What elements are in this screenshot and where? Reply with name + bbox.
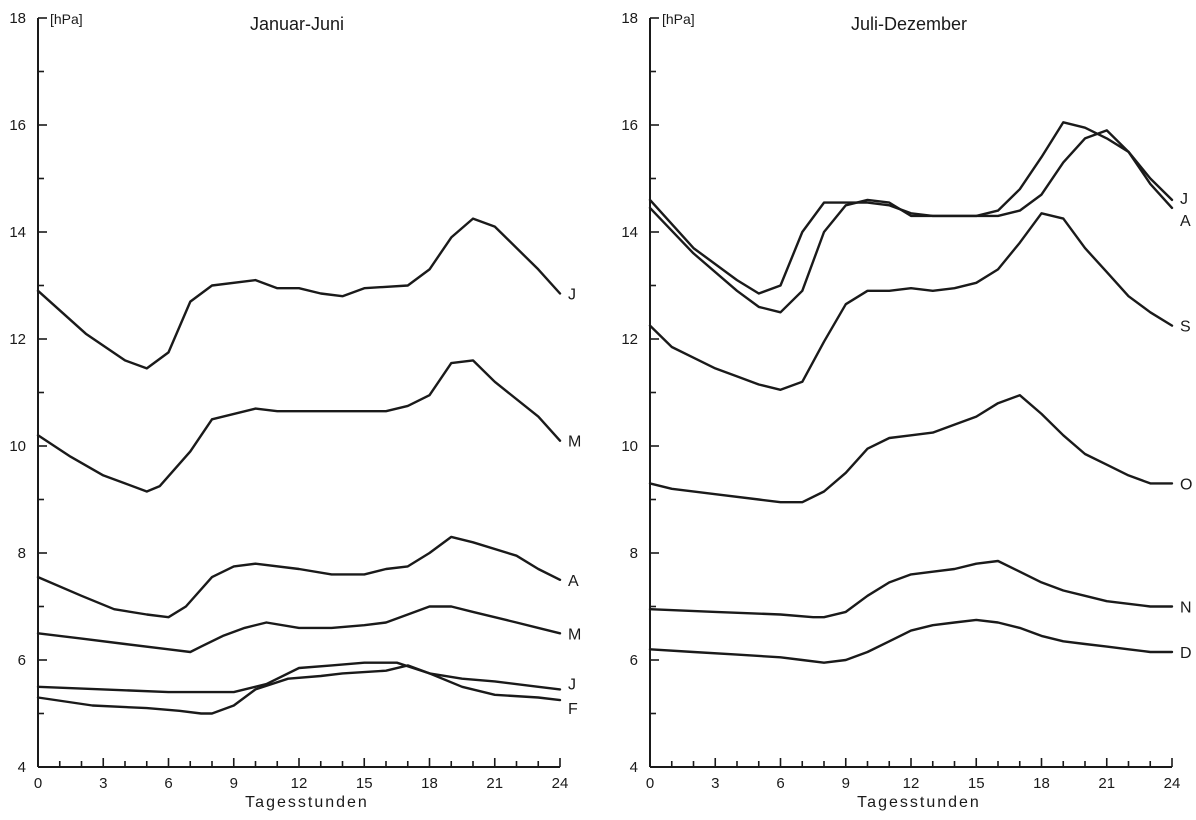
series-line-a bbox=[648, 129, 1174, 314]
x-tick-label: 15 bbox=[356, 775, 373, 792]
y-unit-label: [hPa] bbox=[662, 11, 695, 27]
y-tick-label: 14 bbox=[9, 224, 26, 241]
series-label-n: N bbox=[1180, 600, 1192, 617]
y-tick-label: 8 bbox=[18, 545, 26, 562]
y-tick-label: 8 bbox=[630, 545, 638, 562]
y-tick-label: 10 bbox=[9, 438, 26, 455]
x-tick-label: 9 bbox=[230, 775, 238, 792]
series-line-j bbox=[648, 121, 1174, 295]
x-axis-label: Tagesstunden bbox=[857, 794, 981, 811]
x-tick-label: 0 bbox=[34, 775, 42, 792]
x-tick-label: 0 bbox=[646, 775, 654, 792]
y-tick-label: 6 bbox=[18, 652, 26, 669]
x-tick-label: 12 bbox=[903, 775, 920, 792]
y-tick-label: 12 bbox=[621, 331, 638, 348]
series-label-j: J bbox=[568, 287, 576, 304]
series-label-o: O bbox=[1180, 476, 1192, 493]
x-tick-label: 21 bbox=[486, 775, 503, 792]
series-line-s bbox=[648, 212, 1174, 391]
x-tick-label: 12 bbox=[291, 775, 308, 792]
x-tick-label: 3 bbox=[711, 775, 719, 792]
x-axis-label: Tagesstunden bbox=[245, 794, 369, 811]
x-tick-label: 24 bbox=[1164, 775, 1181, 792]
series-line-o bbox=[648, 394, 1174, 504]
y-unit-label: [hPa] bbox=[50, 11, 83, 27]
series-line-a bbox=[36, 535, 562, 619]
panel-title: Januar-Juni bbox=[250, 14, 344, 34]
y-tick-label: 4 bbox=[18, 759, 26, 776]
series-label-d: D bbox=[1180, 645, 1192, 662]
x-tick-label: 9 bbox=[842, 775, 850, 792]
series-line-m bbox=[36, 359, 562, 493]
series-label-a: A bbox=[1180, 213, 1191, 230]
x-tick-label: 3 bbox=[99, 775, 107, 792]
x-tick-label: 6 bbox=[164, 775, 172, 792]
series-label-j: J bbox=[568, 676, 576, 693]
y-tick-label: 12 bbox=[9, 331, 26, 348]
y-tick-label: 6 bbox=[630, 652, 638, 669]
chart-panel-1: 4 6 8 10 12 14 16 18 0 3 6 9 12 15 18 21 24 Tagesstunden [… bbox=[9, 10, 581, 811]
series-label-f: F bbox=[568, 701, 578, 718]
series-line-m bbox=[36, 605, 562, 654]
series-label-m: M bbox=[568, 434, 581, 451]
series-line-j bbox=[36, 217, 562, 370]
y-tick-label: 16 bbox=[621, 117, 638, 134]
chart-panel-2: 4 6 8 10 12 14 16 18 0 3 6 9 12 15 18 21 24 Tagesstunden [… bbox=[621, 10, 1192, 811]
series-label-j: J bbox=[1180, 191, 1188, 208]
x-tick-label: 6 bbox=[776, 775, 784, 792]
series-label-a: A bbox=[568, 573, 579, 590]
y-tick-label: 4 bbox=[630, 759, 638, 776]
series-label-m: M bbox=[568, 626, 581, 643]
x-tick-label: 15 bbox=[968, 775, 985, 792]
series-line-d bbox=[648, 618, 1174, 664]
series-label-s: S bbox=[1180, 319, 1191, 336]
y-tick-label: 18 bbox=[621, 10, 638, 27]
x-tick-label: 24 bbox=[552, 775, 569, 792]
panel-title: Juli-Dezember bbox=[851, 14, 967, 34]
y-tick-label: 16 bbox=[9, 117, 26, 134]
series-line-j bbox=[36, 661, 562, 694]
series-line-n bbox=[648, 559, 1174, 619]
y-tick-label: 18 bbox=[9, 10, 26, 27]
series-line-f bbox=[36, 664, 562, 715]
y-tick-label: 14 bbox=[621, 224, 638, 241]
x-tick-label: 21 bbox=[1098, 775, 1115, 792]
y-tick-label: 10 bbox=[621, 438, 638, 455]
x-tick-label: 18 bbox=[421, 775, 438, 792]
x-tick-label: 18 bbox=[1033, 775, 1050, 792]
